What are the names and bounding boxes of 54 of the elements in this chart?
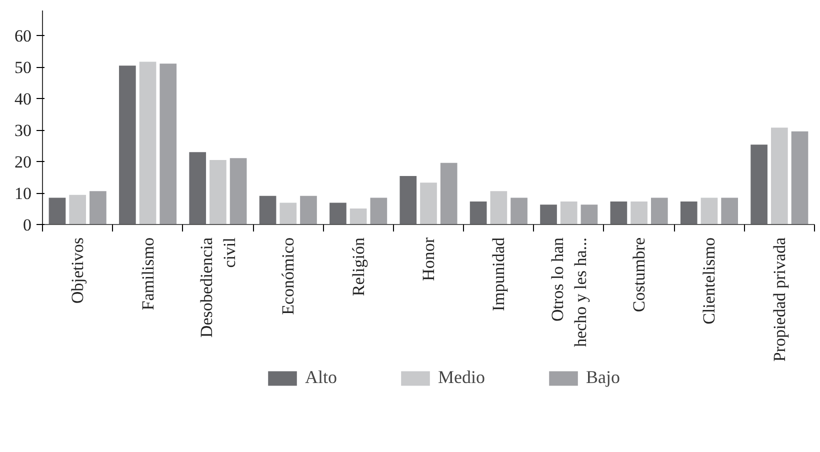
x-tick-label: Impunidad <box>489 237 508 312</box>
x-tick-label: Desobediencia civil <box>197 237 239 338</box>
bar <box>560 202 578 224</box>
bar <box>680 202 698 224</box>
y-tick-label: 20 <box>14 152 32 172</box>
bar <box>300 196 317 224</box>
bar <box>69 194 86 224</box>
bar <box>230 158 247 224</box>
legend-label: Medio <box>438 367 486 388</box>
bar <box>370 198 388 224</box>
bar <box>440 162 458 224</box>
bar <box>580 204 598 224</box>
bar <box>48 198 66 224</box>
y-tick-label: 10 <box>14 184 32 204</box>
bar <box>770 128 788 224</box>
x-tick-label: Costumbre <box>630 238 649 312</box>
bar <box>610 202 628 224</box>
x-tick-label: Otros lo han hecho y les ha... <box>548 237 590 348</box>
bar <box>280 202 297 224</box>
legend-label: Bajo <box>586 367 620 388</box>
bar <box>791 131 808 224</box>
bar <box>90 191 106 224</box>
y-tick-label: 50 <box>14 58 32 78</box>
bar <box>259 196 276 224</box>
y-tick-label: 60 <box>14 26 32 46</box>
x-tick-label: Objetivos <box>68 238 88 304</box>
x-tick-label: Familismo <box>138 237 158 310</box>
bar <box>490 191 508 224</box>
bar <box>630 202 648 224</box>
x-tick-label: Religión <box>348 237 368 296</box>
bar <box>189 152 206 224</box>
x-tick-label: Económico <box>278 238 298 315</box>
bar <box>350 208 367 224</box>
bar <box>700 198 718 224</box>
y-tick-label: 0 <box>23 216 32 234</box>
bar <box>139 62 156 224</box>
y-tick-label: 40 <box>14 90 32 109</box>
x-tick-label: Propiedad privada <box>770 237 789 362</box>
bar <box>420 182 437 224</box>
bar <box>721 198 738 224</box>
bar <box>160 64 177 224</box>
bar <box>400 176 417 224</box>
y-tick-label: 30 <box>14 121 32 140</box>
bar <box>540 204 557 224</box>
bar <box>210 160 226 224</box>
bar <box>330 202 346 224</box>
bar <box>470 202 487 224</box>
legend-label: Alto <box>305 367 338 388</box>
bar <box>650 198 668 224</box>
x-tick-label: Clientelismo <box>700 237 719 324</box>
bar <box>750 144 768 224</box>
bar <box>510 198 528 224</box>
x-tick-label: Honor <box>419 237 438 281</box>
bar <box>119 66 136 224</box>
